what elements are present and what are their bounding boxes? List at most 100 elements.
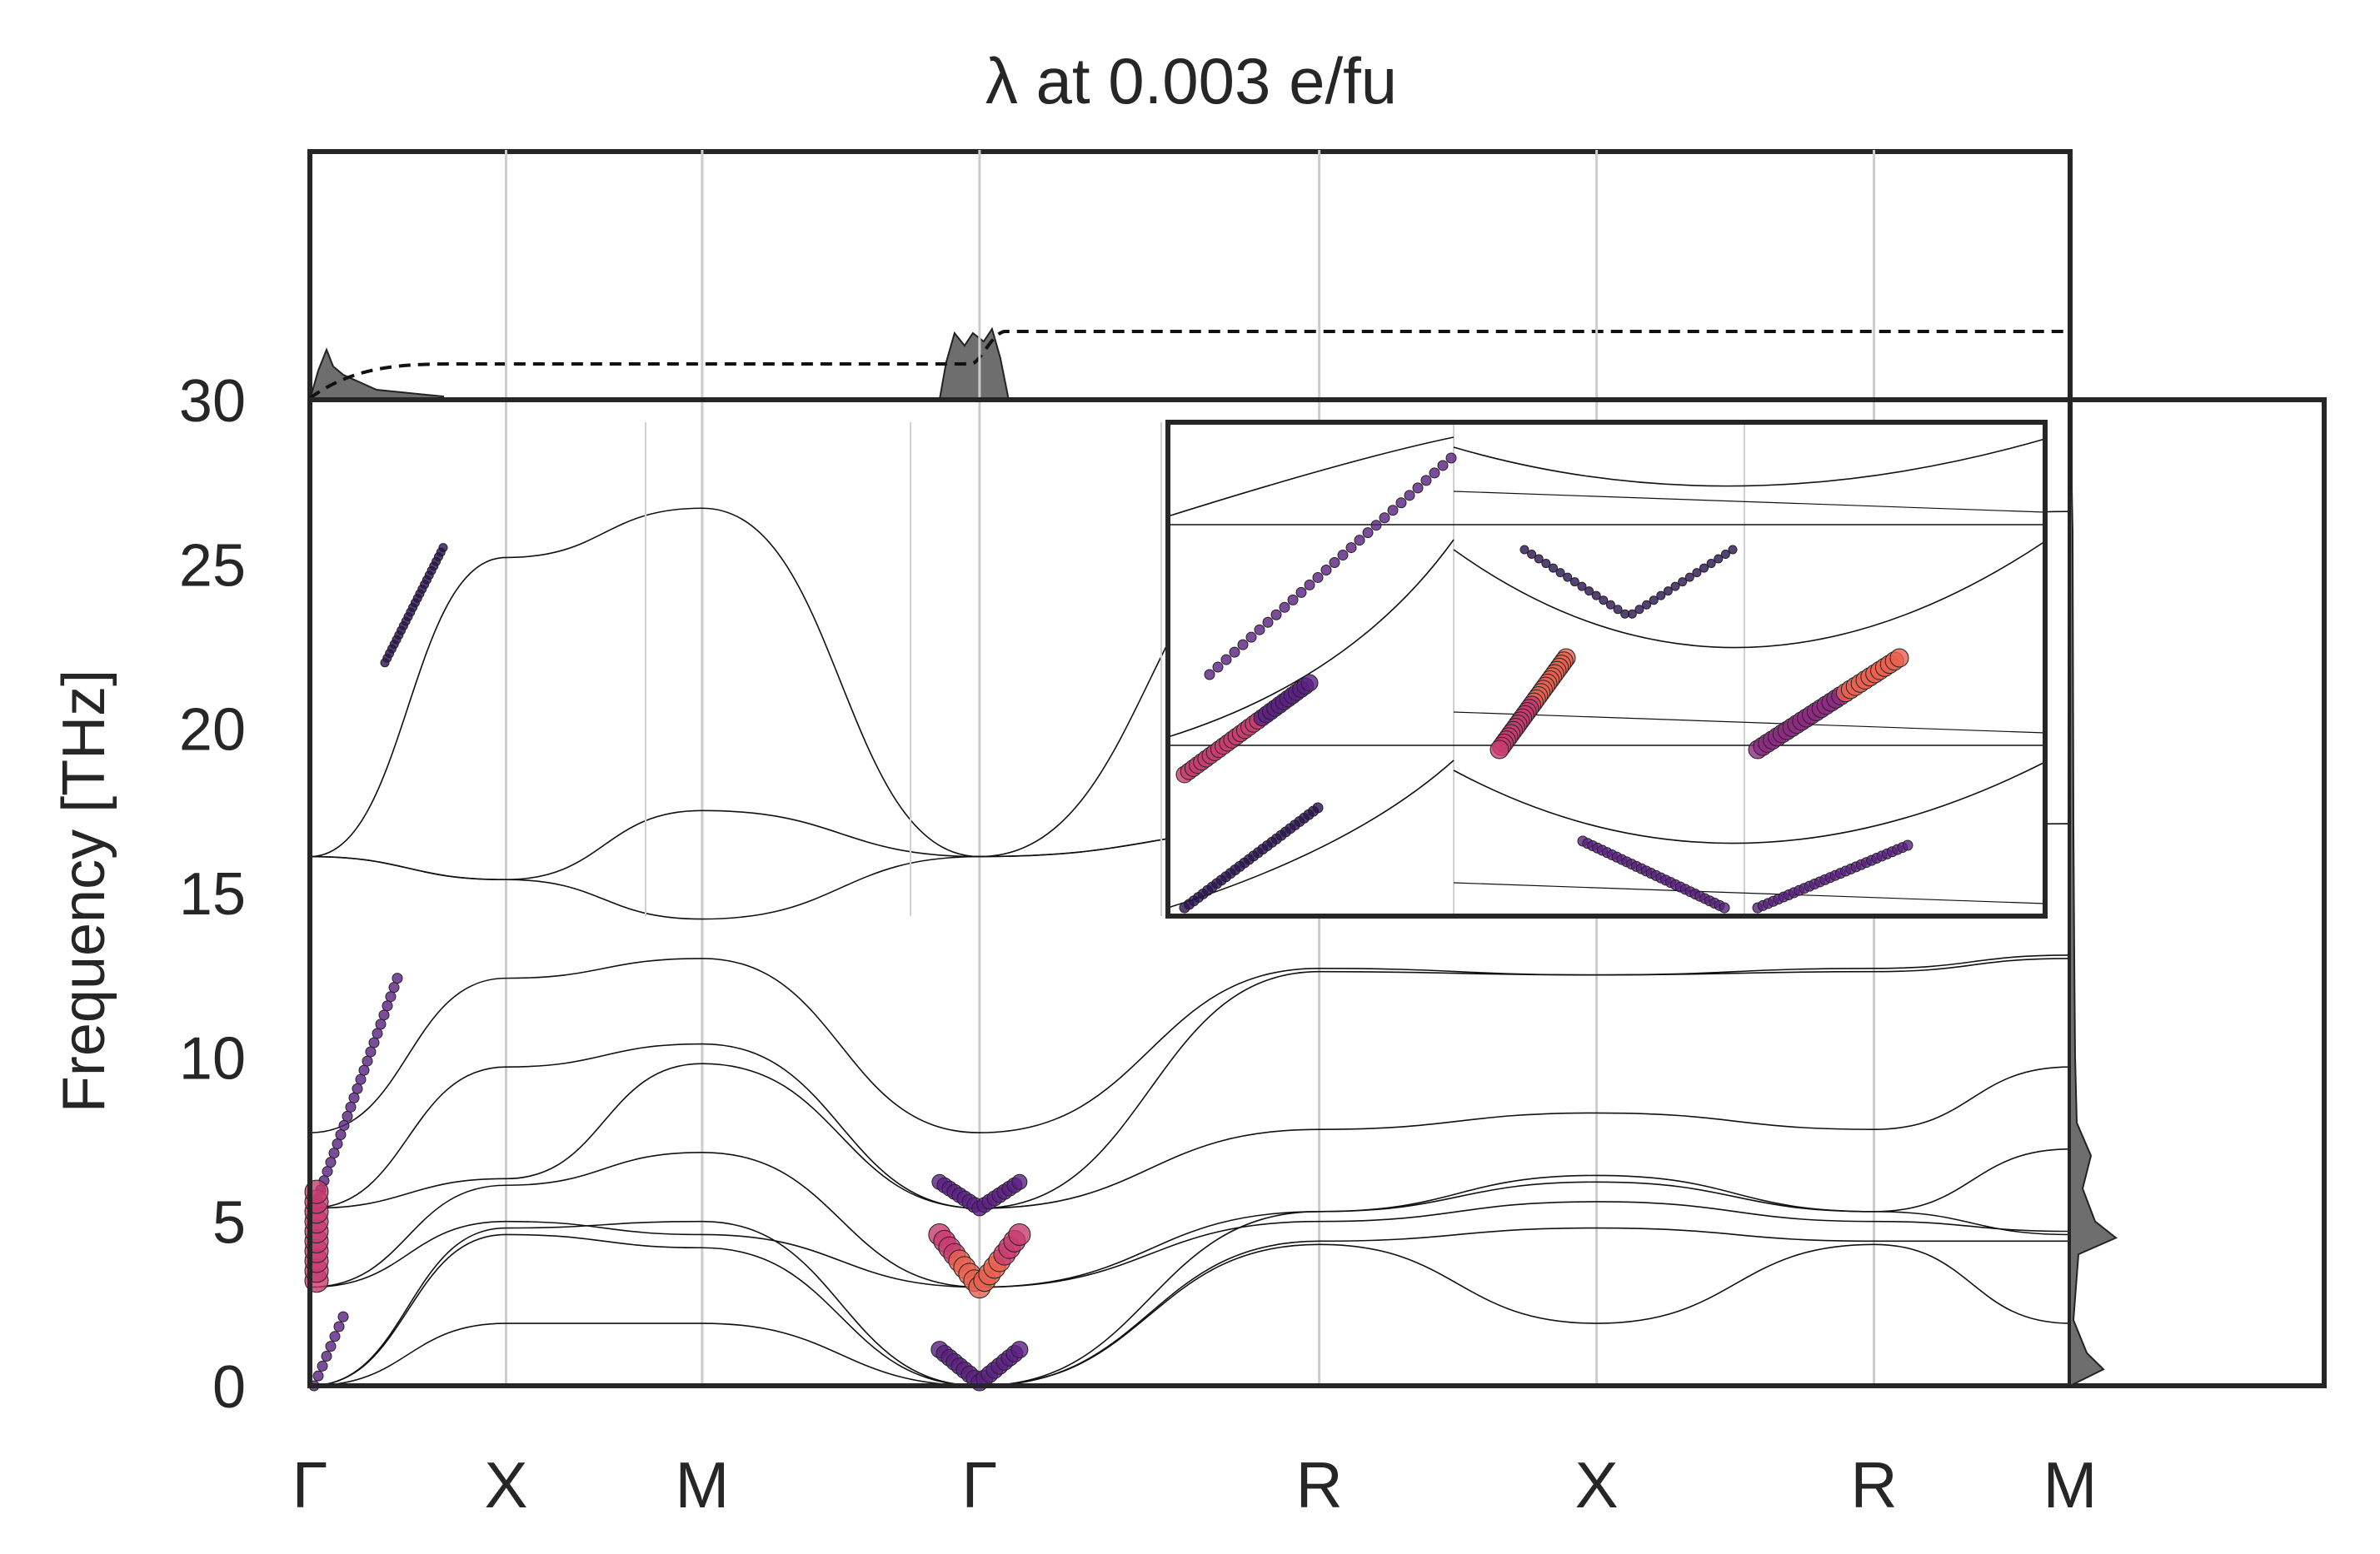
- inset-coupling-marker: [1337, 550, 1349, 561]
- coupling-marker: [392, 973, 403, 984]
- inset-coupling-marker: [1634, 605, 1644, 615]
- inset-coupling-marker: [1370, 520, 1382, 531]
- coupling-marker: [1008, 1223, 1031, 1246]
- inset-coupling-marker: [1300, 674, 1319, 692]
- coupling-marker: [325, 1157, 337, 1168]
- inset-coupling-marker: [1548, 563, 1558, 573]
- y-tick-label: 30: [179, 368, 246, 435]
- inset-coupling-marker: [1354, 535, 1365, 546]
- inset-coupling-marker: [1649, 595, 1659, 605]
- coupling-marker: [345, 1101, 357, 1113]
- phonon-band-line: [309, 1148, 2071, 1288]
- phonon-band-line: [309, 1243, 2071, 1387]
- inset-coupling-marker: [1902, 839, 1913, 851]
- coupling-marker: [355, 1073, 367, 1085]
- inset-coupling-marker: [1445, 452, 1457, 464]
- x-tick-label: Γ: [292, 1448, 328, 1522]
- inset-coupling-marker: [1345, 542, 1357, 554]
- phonon-dos-curve: [2069, 399, 2118, 1387]
- inset-band-line: [1167, 436, 1454, 517]
- coupling-marker: [348, 1092, 360, 1103]
- inset-coupling-marker: [1220, 654, 1232, 665]
- inset-coupling-marker: [1270, 609, 1282, 620]
- inset-coupling-marker: [1245, 631, 1257, 643]
- inset-coupling-marker: [1692, 568, 1702, 578]
- inset-band-line: [1167, 760, 1454, 909]
- inset-coupling-marker: [1329, 557, 1340, 569]
- inset-coupling-marker: [1395, 497, 1407, 509]
- coupling-marker: [317, 1360, 328, 1372]
- coupling-marker: [352, 1083, 363, 1094]
- y-tick-label: 20: [179, 697, 246, 764]
- x-tick-label: X: [1575, 1448, 1619, 1522]
- x-tick-label: R: [1295, 1448, 1342, 1522]
- x-tick-label: X: [484, 1448, 527, 1522]
- y-tick-label: 25: [179, 532, 246, 599]
- y-tick-label: 0: [212, 1354, 246, 1421]
- coupling-marker: [322, 1166, 333, 1178]
- phonon-band-line: [309, 1227, 2070, 1387]
- x-tick-label: M: [2043, 1448, 2098, 1522]
- coupling-marker: [329, 1331, 341, 1342]
- coupling-marker: [382, 1000, 393, 1012]
- coupling-marker: [325, 1341, 337, 1352]
- inset-coupling-marker: [1714, 554, 1724, 564]
- y-tick-label: 10: [179, 1025, 246, 1092]
- inset-coupling-marker: [1489, 740, 1509, 760]
- inset-coupling-marker: [1429, 467, 1440, 479]
- lambda-spectral-peak: [938, 326, 1010, 401]
- coupling-marker: [312, 1370, 324, 1382]
- inset-coupling-marker: [1534, 554, 1544, 564]
- inset-coupling-marker: [1605, 600, 1615, 610]
- inset-coupling-marker: [1304, 579, 1315, 590]
- inset-zoom-panel: [645, 420, 2048, 919]
- inset-coupling-marker: [1670, 581, 1680, 591]
- inset-coupling-marker: [1656, 590, 1666, 600]
- inset-coupling-marker: [1229, 646, 1240, 658]
- lambda-top-panel: [307, 149, 2073, 402]
- inset-band-line: [1453, 540, 2046, 649]
- y-tick-label: 5: [212, 1190, 246, 1257]
- inset-coupling-marker: [1627, 609, 1637, 619]
- coupling-marker: [372, 1028, 383, 1039]
- coupling-marker: [1011, 1173, 1028, 1190]
- coupling-marker: [362, 1055, 373, 1067]
- inset-coupling-marker: [1312, 571, 1324, 583]
- axes-labels: 0 5 10 15 20 25 30 Γ X M Γ R X R M: [179, 368, 2098, 1522]
- y-axis-label: Frequency [THz]: [51, 670, 117, 1113]
- x-tick-label: R: [1850, 1448, 1897, 1522]
- inset-coupling-marker: [1420, 475, 1432, 486]
- phonon-dos-panel: [2068, 397, 2327, 1388]
- inset-coupling-marker: [1287, 594, 1299, 605]
- lambda-spectral-peak: [308, 347, 444, 401]
- inset-coupling-marker: [1563, 572, 1573, 582]
- inset-coupling-marker: [1204, 669, 1215, 680]
- inset-coupling-marker: [1237, 639, 1249, 650]
- coupling-marker: [342, 1110, 353, 1122]
- inset-coupling-marker: [1577, 581, 1587, 591]
- inset-coupling-marker: [1527, 550, 1537, 560]
- inset-coupling-marker: [1599, 595, 1609, 605]
- inset-coupling-marker: [1678, 577, 1688, 587]
- inset-coupling-marker: [1212, 661, 1224, 673]
- inset-band-line: [1453, 882, 2046, 904]
- inset-coupling-marker: [1437, 460, 1449, 471]
- coupling-marker: [338, 1119, 350, 1131]
- inset-coupling-marker: [1889, 648, 1909, 668]
- coupling-marker: [358, 1064, 370, 1076]
- inset-band-line: [1453, 438, 2046, 487]
- inset-frame: [1165, 420, 2048, 919]
- inset-coupling-marker: [1320, 564, 1332, 575]
- inset-coupling-marker: [1706, 559, 1716, 569]
- coupling-marker: [335, 1128, 347, 1140]
- inset-coupling-marker: [1684, 572, 1694, 582]
- inset-coupling-marker: [1569, 577, 1579, 587]
- coupling-marker: [321, 1350, 332, 1362]
- inset-coupling-marker: [1279, 601, 1290, 613]
- coupling-marker: [375, 1019, 387, 1030]
- inset-coupling-marker: [1642, 600, 1652, 610]
- inset-coupling-marker: [1262, 616, 1274, 628]
- coupling-marker: [368, 1037, 380, 1048]
- inset-coupling-marker: [1387, 505, 1399, 516]
